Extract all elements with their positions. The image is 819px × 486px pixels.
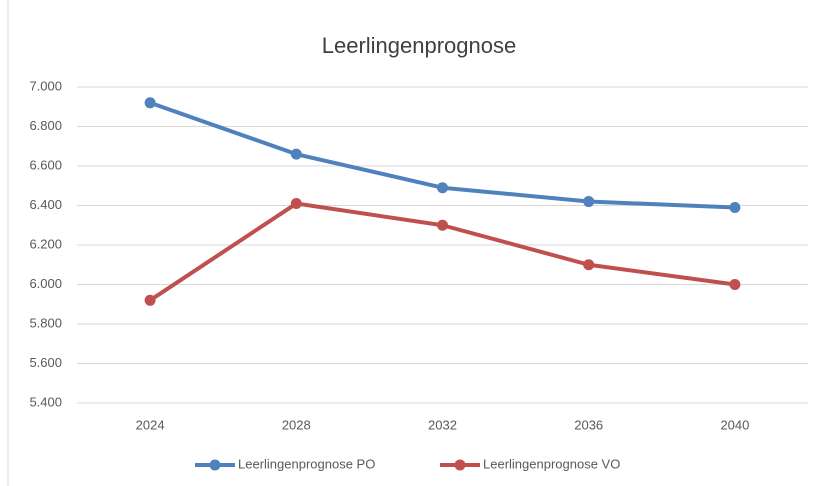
x-tick-label: 2024 (136, 417, 165, 432)
y-tick-label: 6.800 (29, 118, 62, 133)
y-tick-label: 7.000 (29, 78, 62, 93)
data-point (290, 198, 302, 210)
x-tick-label: 2032 (428, 417, 457, 432)
y-tick-label: 6.600 (29, 157, 62, 172)
data-point (437, 182, 448, 194)
legend-marker (454, 459, 466, 471)
x-tick-label: 2028 (282, 417, 311, 432)
y-tick-label: 6.400 (29, 197, 62, 212)
legend-label: Leerlingenprognose PO (238, 456, 375, 471)
y-tick-label: 6.000 (29, 276, 62, 291)
y-tick-label: 5.600 (29, 355, 62, 370)
data-point (290, 148, 302, 160)
legend-label: Leerlingenprognose VO (483, 456, 620, 471)
chart-title: Leerlingenprognose (322, 33, 517, 58)
data-point (583, 259, 595, 271)
data-point (144, 97, 156, 109)
x-tick-label: 2036 (574, 417, 603, 432)
series-line (148, 201, 736, 302)
data-point (729, 201, 741, 213)
y-tick-label: 5.800 (29, 315, 62, 330)
y-tick-label: 6.200 (29, 236, 62, 251)
data-point (144, 294, 156, 306)
legend-marker (209, 459, 221, 471)
x-tick-label: 2040 (720, 417, 749, 432)
data-point (437, 219, 448, 231)
y-tick-label: 5.400 (29, 394, 62, 409)
data-point (583, 196, 595, 208)
data-point (729, 279, 741, 290)
